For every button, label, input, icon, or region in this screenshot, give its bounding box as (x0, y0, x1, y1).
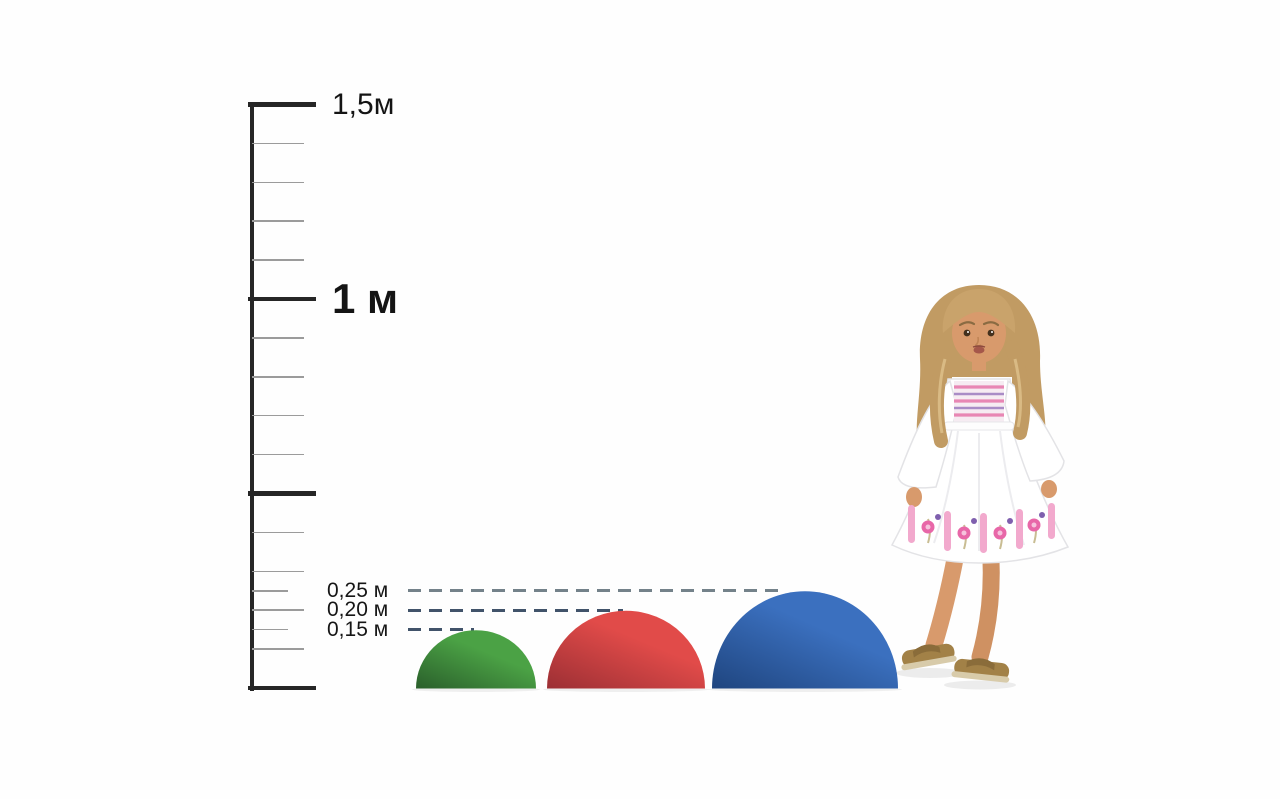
ruler-tick-0.3m (252, 570, 304, 573)
ruler-tick-0m (248, 685, 316, 691)
ruler-tick-1m (248, 296, 316, 302)
ruler-tick-0.2m (252, 609, 304, 611)
ruler-tick-1.5m (248, 102, 316, 107)
ruler-tick-1.1m (252, 259, 304, 261)
ruler-tick-1.4m (252, 142, 304, 145)
ruler-tick-0.9m (252, 337, 304, 339)
ruler-tick-0.15m (252, 628, 288, 631)
ruler-tick-0.7m (252, 414, 304, 417)
dashed-leader-line-0-20 (408, 608, 623, 612)
ruler-tick-0.1m (252, 648, 304, 650)
ruler-tick-0.8m (252, 376, 304, 378)
ruler-tick-1.3m (252, 181, 304, 184)
height-label-0-20: 0,20 м (327, 598, 389, 622)
ruler-axis (250, 102, 254, 691)
ruler-label-1-5m: 1,5м (332, 87, 395, 121)
height-label-0-15: 0,15 м (327, 617, 389, 641)
green-dome (416, 630, 536, 689)
ruler-label-1m: 1 м (332, 274, 399, 322)
ruler-tick-0.4m (252, 531, 304, 534)
blue-dome (712, 591, 898, 689)
red-dome (547, 610, 705, 689)
dashed-leader-line-0-15 (408, 628, 474, 632)
child-photo (890, 285, 1070, 690)
height-label-0-25: 0,25 м (327, 578, 389, 602)
ruler-tick-1.2m (252, 220, 304, 222)
dashed-leader-line-0-25 (408, 589, 786, 593)
ruler-tick-0.6m (252, 453, 304, 456)
ruler-tick-0.5m (248, 491, 316, 496)
ruler-tick-0.25m (252, 589, 288, 592)
